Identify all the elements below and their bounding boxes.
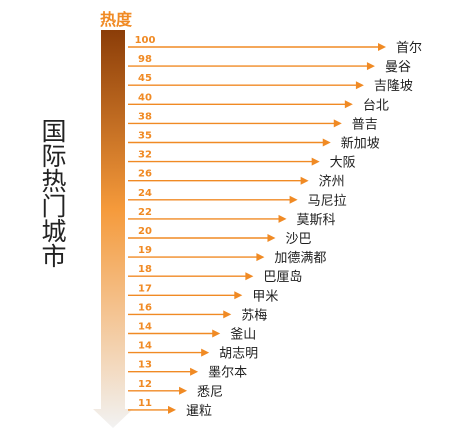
- chart-marks: 100 首尔 98 曼谷 45 吉隆坡 40 台北 38 普吉 35 新加坡 32 大阪 26 济州 24 马尼拉…: [128, 35, 422, 419]
- arrow-head-19: [179, 386, 188, 395]
- arrow-head-9: [289, 195, 298, 204]
- arrow-head-8: [300, 176, 309, 185]
- value-label-16: 14: [138, 322, 152, 333]
- city-label-5: 普吉: [352, 117, 378, 132]
- city-label-10: 莫斯科: [297, 213, 336, 228]
- value-label-8: 26: [138, 169, 152, 180]
- value-label-11: 20: [138, 226, 152, 237]
- city-label-12: 加德满都: [274, 251, 326, 266]
- arrow-head-2: [366, 62, 375, 71]
- value-label-3: 45: [138, 73, 152, 84]
- arrow-head-1: [378, 43, 386, 51]
- city-label-16: 釜山: [230, 328, 256, 343]
- value-label-13: 18: [138, 264, 152, 275]
- heat-scale-arrow: [93, 30, 133, 428]
- value-label-20: 11: [138, 398, 152, 409]
- arrow-head-7: [311, 157, 320, 166]
- arrow-head-10: [278, 214, 287, 223]
- city-label-3: 吉隆坡: [374, 79, 413, 94]
- arrow-head-20: [168, 405, 176, 414]
- city-label-7: 大阪: [330, 156, 356, 171]
- value-label-6: 35: [138, 131, 152, 142]
- arrow-head-6: [322, 138, 331, 147]
- city-label-15: 苏梅: [241, 307, 267, 323]
- arrow-head-12: [256, 253, 265, 262]
- value-label-1: 100: [135, 35, 156, 46]
- arrow-head-14: [234, 291, 243, 300]
- value-label-10: 22: [138, 207, 152, 218]
- value-label-12: 19: [138, 245, 152, 256]
- arrow-head-18: [190, 367, 199, 376]
- city-label-8: 济州: [319, 175, 345, 190]
- value-label-18: 13: [138, 360, 152, 371]
- arrow-head-13: [245, 272, 254, 281]
- arrow-head-16: [212, 329, 221, 338]
- value-label-15: 16: [138, 302, 152, 313]
- city-label-19: 悉尼: [197, 385, 223, 400]
- city-label-2: 曼谷: [385, 60, 411, 75]
- arrow-head-17: [201, 348, 210, 357]
- heat-label: 热度: [100, 10, 133, 29]
- city-label-14: 甲米: [252, 289, 278, 304]
- city-label-1: 首尔: [396, 41, 422, 56]
- city-label-11: 沙巴: [285, 232, 311, 247]
- arrow-head-15: [223, 310, 232, 319]
- arrow-head-5: [333, 119, 342, 128]
- value-label-5: 38: [138, 111, 152, 122]
- value-label-2: 98: [138, 54, 152, 65]
- value-label-19: 12: [138, 379, 152, 390]
- value-label-4: 40: [138, 92, 152, 103]
- city-label-17: 胡志明: [219, 347, 258, 362]
- city-label-18: 墨尔本: [208, 366, 247, 381]
- arrow-head-11: [267, 234, 276, 242]
- value-label-7: 32: [138, 150, 152, 161]
- value-label-9: 24: [138, 188, 152, 199]
- city-label-20: 暹粒: [186, 404, 212, 419]
- arrow-head-3: [355, 81, 364, 90]
- value-label-17: 14: [138, 341, 152, 352]
- city-label-6: 新加坡: [341, 136, 380, 152]
- chart-title: 国际热门城市: [38, 118, 67, 268]
- city-label-4: 台北: [363, 98, 389, 113]
- city-label-13: 巴厘岛: [263, 269, 302, 285]
- city-label-9: 马尼拉: [308, 194, 347, 209]
- arrow-head-4: [344, 100, 353, 109]
- value-label-14: 17: [138, 283, 152, 294]
